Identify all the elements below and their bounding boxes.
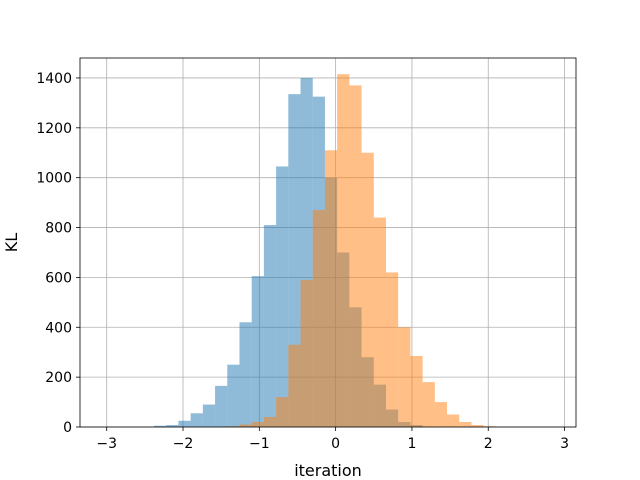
histogram-bar-series-2 [324,150,338,427]
y-tick-label: 1000 [36,171,72,187]
x-tick-label: 3 [560,436,569,452]
y-axis-label: KL [2,233,21,252]
histogram-bar-series-1 [190,413,203,427]
histogram-bar-series-1 [178,420,191,427]
histogram-bar-series-2 [422,382,435,427]
histogram-bar-series-1 [288,94,301,427]
x-tick-label: −1 [249,436,270,452]
y-tick-label: 1400 [36,71,72,87]
y-tick-label: 800 [45,221,72,237]
histogram-bar-series-2 [361,152,374,428]
histogram-bar-series-2 [288,344,301,427]
x-tick-label: 0 [331,436,340,452]
x-tick-label: −2 [173,436,194,452]
histogram-bar-series-2 [300,279,313,427]
histogram-bar-series-1 [166,425,179,427]
histogram-bar-series-2 [459,422,472,427]
x-tick-label: −3 [96,436,117,452]
histogram-bar-series-1 [202,404,216,427]
histogram-bar-series-2 [349,85,362,428]
histogram-bar-series-2 [239,424,252,427]
histogram-bar-series-2 [251,422,264,427]
x-axis-ticks: −3 −2 −1 0 1 2 3 [96,427,569,452]
plot-frame [79,57,577,428]
histogram-bar-series-2 [434,402,448,427]
histogram-bar-series-2 [471,425,484,427]
y-axis-ticks: 0 200 400 600 800 1000 1200 1400 [36,71,80,436]
histogram-bar-series-2 [447,414,460,427]
histogram-bar-series-1 [276,166,289,427]
x-tick-label: 1 [407,436,416,452]
histogram-bar-series-2 [312,210,325,427]
histogram-bar-series-1 [263,225,277,427]
histogram-bar-series-1 [251,276,264,427]
histogram-bar-series-2 [373,217,386,427]
histogram-bar-series-1 [215,385,228,427]
x-axis-label: iteration [294,461,362,480]
y-tick-label: 400 [45,320,72,336]
y-tick-label: 200 [45,370,72,386]
histogram-bar-series-2 [385,272,399,427]
histogram-bar-series-2 [398,327,411,427]
y-tick-label: 1200 [36,121,72,137]
x-tick-label: 2 [484,436,493,452]
histogram-bar-series-2 [263,417,277,427]
histogram-bar-series-2 [410,355,423,427]
y-tick-label: 0 [63,420,72,436]
histogram-bars [154,74,496,428]
histogram-bar-series-1 [227,364,240,427]
histogram-bar-series-2 [276,397,289,427]
histogram-bar-series-1 [154,425,167,427]
histogram-bar-series-1 [239,322,252,427]
histogram-bar-series-2 [337,74,350,427]
y-tick-label: 600 [45,270,72,286]
